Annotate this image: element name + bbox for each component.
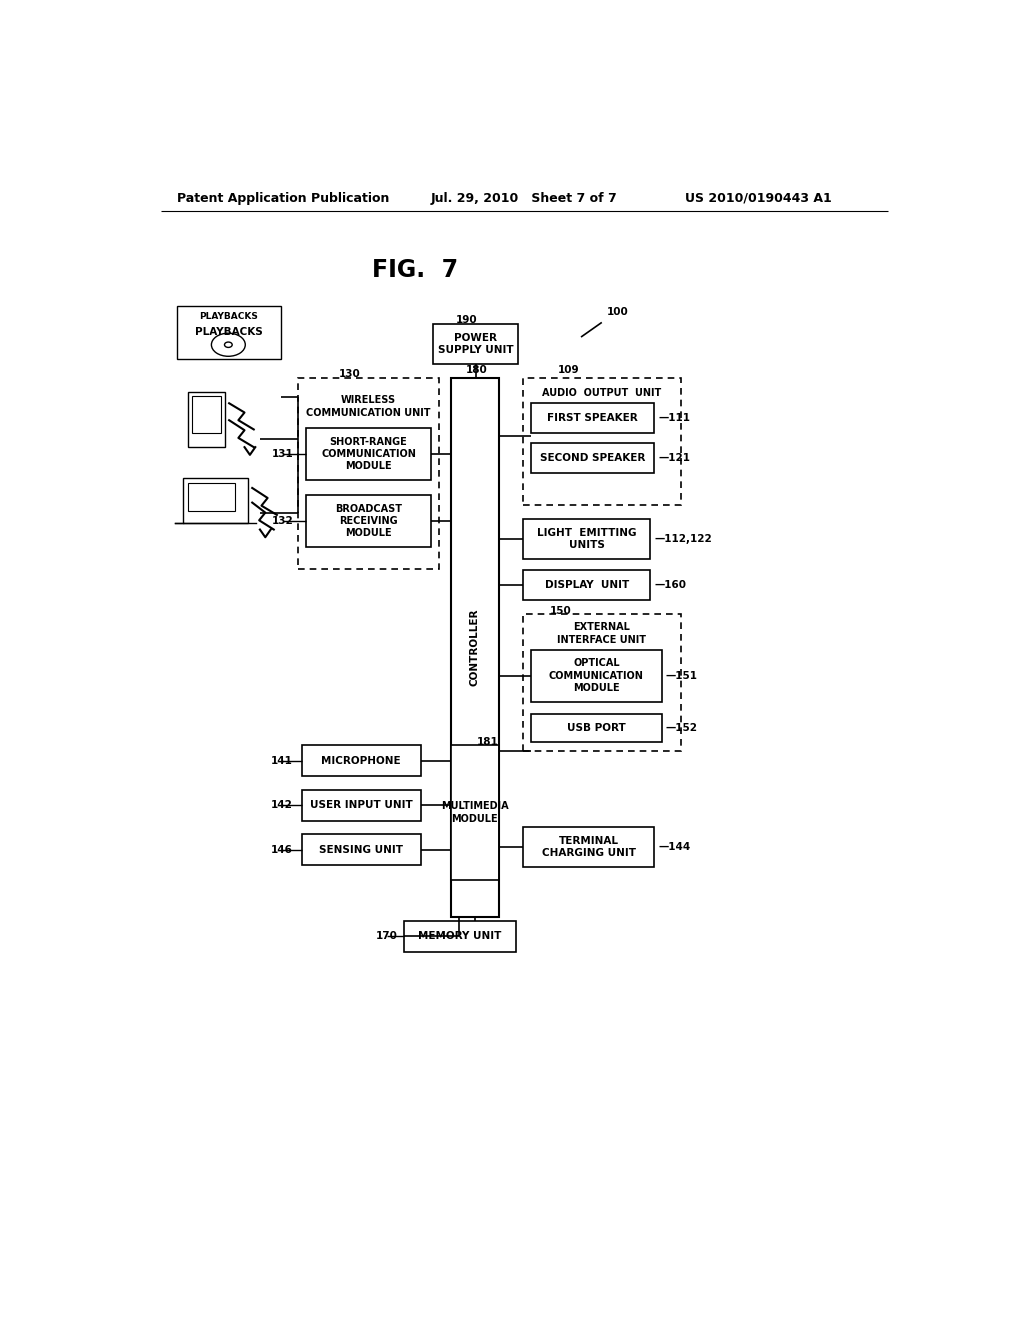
Text: CONTROLLER: CONTROLLER — [470, 609, 480, 686]
Bar — [188, 392, 225, 447]
Text: 132: 132 — [271, 516, 293, 527]
Bar — [531, 649, 662, 702]
Text: 141: 141 — [270, 755, 293, 766]
Text: —121: —121 — [658, 453, 690, 463]
Bar — [451, 744, 499, 880]
Text: 181: 181 — [477, 737, 499, 747]
Text: USER INPUT UNIT: USER INPUT UNIT — [310, 800, 413, 810]
Text: SENSING UNIT: SENSING UNIT — [319, 845, 403, 855]
Text: TERMINAL
CHARGING UNIT: TERMINAL CHARGING UNIT — [542, 836, 636, 858]
Text: BROADCAST
RECEIVING
MODULE: BROADCAST RECEIVING MODULE — [335, 504, 402, 539]
Bar — [523, 614, 681, 751]
Text: FIG.  7: FIG. 7 — [373, 257, 459, 282]
Bar — [298, 378, 438, 569]
Text: LIGHT  EMITTING
UNITS: LIGHT EMITTING UNITS — [537, 528, 637, 550]
Text: FIRST SPEAKER: FIRST SPEAKER — [547, 413, 638, 422]
Text: POWER
SUPPLY UNIT: POWER SUPPLY UNIT — [437, 333, 513, 355]
Bar — [193, 396, 221, 433]
Bar — [301, 789, 421, 821]
Text: —111: —111 — [658, 413, 690, 422]
Text: US 2010/0190443 A1: US 2010/0190443 A1 — [685, 191, 831, 205]
Bar — [188, 483, 234, 511]
Text: 142: 142 — [270, 800, 293, 810]
Text: WIRELESS
COMMUNICATION UNIT: WIRELESS COMMUNICATION UNIT — [306, 395, 431, 417]
Text: —152: —152 — [666, 723, 697, 733]
Text: 150: 150 — [550, 606, 572, 616]
Text: 131: 131 — [271, 449, 293, 459]
Text: 180: 180 — [466, 366, 487, 375]
Text: OPTICAL
COMMUNICATION
MODULE: OPTICAL COMMUNICATION MODULE — [549, 659, 644, 693]
Text: SECOND SPEAKER: SECOND SPEAKER — [540, 453, 645, 463]
Text: 109: 109 — [558, 366, 580, 375]
Text: DISPLAY  UNIT: DISPLAY UNIT — [545, 579, 629, 590]
Text: —160: —160 — [654, 579, 686, 590]
Text: —144: —144 — [658, 842, 690, 851]
Text: 100: 100 — [606, 308, 628, 317]
Bar — [177, 306, 281, 359]
Text: 146: 146 — [270, 845, 293, 855]
Bar — [523, 519, 650, 558]
Bar — [451, 378, 499, 917]
Bar — [306, 428, 431, 480]
Bar — [531, 444, 654, 473]
Bar — [531, 714, 662, 742]
Text: —112,122: —112,122 — [654, 533, 712, 544]
Bar — [531, 404, 654, 433]
Text: SHORT-RANGE
COMMUNICATION
MODULE: SHORT-RANGE COMMUNICATION MODULE — [322, 437, 416, 471]
Text: PLAYBACKS: PLAYBACKS — [195, 327, 262, 338]
Text: MULTIMEDIA
MODULE: MULTIMEDIA MODULE — [441, 801, 509, 824]
Bar — [183, 478, 249, 523]
Text: MICROPHONE: MICROPHONE — [322, 755, 401, 766]
Text: 130: 130 — [339, 370, 360, 379]
Text: PLAYBACKS: PLAYBACKS — [199, 312, 258, 321]
Text: EXTERNAL
INTERFACE UNIT: EXTERNAL INTERFACE UNIT — [557, 622, 646, 644]
Bar — [433, 323, 518, 364]
Bar — [403, 921, 515, 952]
Bar — [523, 570, 650, 599]
Bar — [301, 744, 421, 776]
Text: 190: 190 — [456, 315, 477, 325]
Text: USB PORT: USB PORT — [567, 723, 626, 733]
Bar — [523, 826, 654, 867]
Text: Patent Application Publication: Patent Application Publication — [177, 191, 389, 205]
Bar — [301, 834, 421, 866]
Text: AUDIO  OUTPUT  UNIT: AUDIO OUTPUT UNIT — [542, 388, 662, 399]
Text: —151: —151 — [666, 671, 697, 681]
Bar — [523, 378, 681, 506]
Text: Jul. 29, 2010   Sheet 7 of 7: Jul. 29, 2010 Sheet 7 of 7 — [431, 191, 617, 205]
Text: 170: 170 — [376, 931, 397, 941]
Bar — [306, 495, 431, 548]
Text: MEMORY UNIT: MEMORY UNIT — [418, 931, 502, 941]
